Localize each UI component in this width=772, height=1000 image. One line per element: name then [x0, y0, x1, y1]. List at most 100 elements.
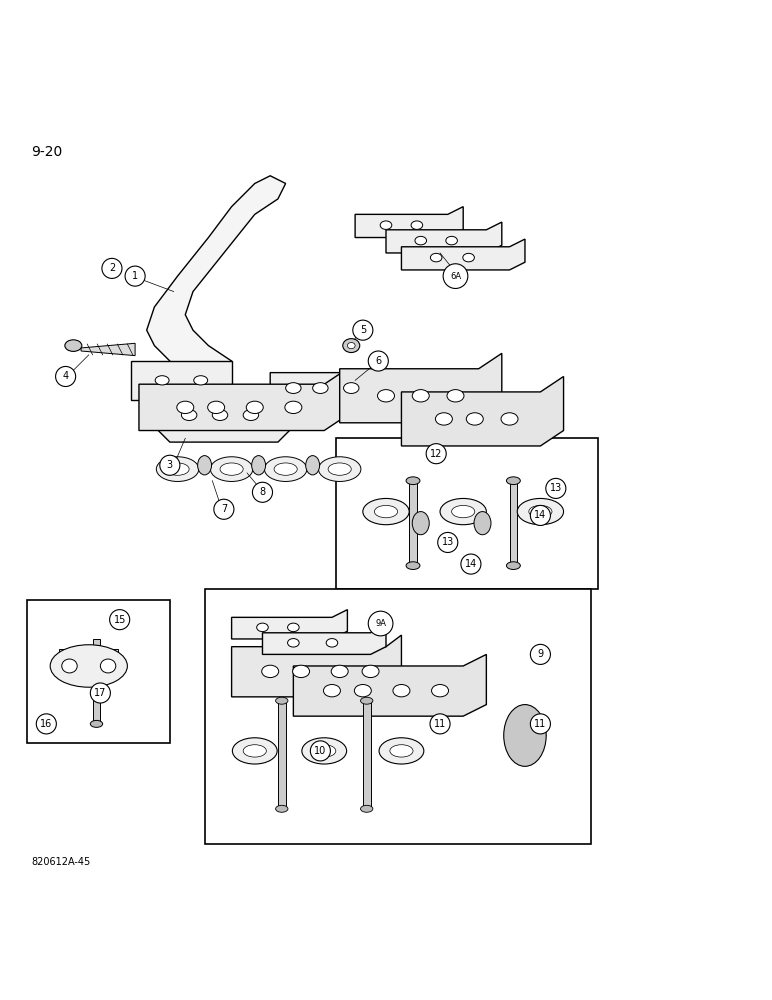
Polygon shape	[510, 481, 517, 566]
Ellipse shape	[506, 562, 520, 569]
Circle shape	[443, 264, 468, 288]
Ellipse shape	[276, 697, 288, 704]
Ellipse shape	[344, 383, 359, 393]
Polygon shape	[139, 369, 347, 431]
Ellipse shape	[379, 738, 424, 764]
Ellipse shape	[331, 665, 348, 678]
Polygon shape	[401, 239, 525, 270]
Circle shape	[214, 499, 234, 519]
Polygon shape	[81, 343, 135, 356]
Ellipse shape	[243, 410, 259, 420]
Circle shape	[546, 478, 566, 498]
Text: 12: 12	[430, 449, 442, 459]
Ellipse shape	[435, 413, 452, 425]
Polygon shape	[270, 373, 401, 415]
Text: 6: 6	[375, 356, 381, 366]
Ellipse shape	[293, 665, 310, 678]
Ellipse shape	[343, 339, 360, 353]
Ellipse shape	[445, 236, 457, 245]
Text: 17: 17	[94, 688, 107, 698]
Text: 1: 1	[132, 271, 138, 281]
Circle shape	[530, 714, 550, 734]
Ellipse shape	[210, 457, 252, 481]
Ellipse shape	[50, 645, 127, 687]
Polygon shape	[232, 635, 401, 697]
Ellipse shape	[432, 685, 449, 697]
Ellipse shape	[503, 705, 546, 766]
Circle shape	[461, 554, 481, 574]
Text: 15: 15	[113, 615, 126, 625]
Ellipse shape	[328, 463, 351, 475]
Ellipse shape	[181, 410, 197, 420]
Ellipse shape	[452, 505, 475, 518]
Text: 14: 14	[465, 559, 477, 569]
Ellipse shape	[501, 413, 518, 425]
Ellipse shape	[462, 253, 474, 262]
Ellipse shape	[390, 745, 413, 757]
Ellipse shape	[447, 390, 464, 402]
Polygon shape	[59, 649, 118, 660]
Ellipse shape	[412, 390, 429, 402]
Ellipse shape	[252, 456, 266, 475]
Ellipse shape	[474, 512, 491, 535]
Polygon shape	[363, 701, 371, 809]
Ellipse shape	[285, 401, 302, 414]
Text: 11: 11	[434, 719, 446, 729]
Ellipse shape	[326, 639, 337, 647]
Circle shape	[530, 644, 550, 664]
Circle shape	[160, 455, 180, 475]
Ellipse shape	[374, 505, 398, 518]
Ellipse shape	[65, 340, 82, 351]
Ellipse shape	[302, 738, 347, 764]
Polygon shape	[232, 610, 347, 639]
Ellipse shape	[306, 456, 320, 475]
Circle shape	[368, 351, 388, 371]
Text: 5: 5	[360, 325, 366, 335]
FancyBboxPatch shape	[27, 600, 170, 743]
Ellipse shape	[156, 457, 198, 481]
Ellipse shape	[90, 720, 103, 727]
Circle shape	[36, 714, 56, 734]
Ellipse shape	[274, 463, 297, 475]
Text: 14: 14	[534, 510, 547, 520]
Ellipse shape	[440, 498, 486, 525]
Ellipse shape	[347, 343, 355, 349]
Ellipse shape	[208, 401, 225, 414]
Text: 8: 8	[259, 487, 266, 497]
Circle shape	[353, 320, 373, 340]
Polygon shape	[93, 639, 100, 724]
FancyBboxPatch shape	[336, 438, 598, 589]
Ellipse shape	[155, 376, 169, 385]
Ellipse shape	[363, 498, 409, 525]
Ellipse shape	[62, 659, 77, 673]
Ellipse shape	[406, 562, 420, 569]
Circle shape	[102, 258, 122, 278]
Ellipse shape	[100, 659, 116, 673]
Ellipse shape	[466, 413, 483, 425]
Text: 10: 10	[314, 746, 327, 756]
Ellipse shape	[264, 457, 306, 481]
Text: 7: 7	[221, 504, 227, 514]
Ellipse shape	[212, 410, 228, 420]
Ellipse shape	[246, 401, 263, 414]
Polygon shape	[262, 625, 386, 654]
Ellipse shape	[323, 685, 340, 697]
Circle shape	[430, 714, 450, 734]
Text: 6A: 6A	[450, 272, 461, 281]
Ellipse shape	[517, 498, 564, 525]
Circle shape	[310, 741, 330, 761]
Text: 16: 16	[40, 719, 52, 729]
Circle shape	[438, 532, 458, 552]
Ellipse shape	[412, 512, 429, 535]
Text: 2: 2	[109, 263, 115, 273]
Ellipse shape	[198, 456, 212, 475]
Circle shape	[110, 610, 130, 630]
Circle shape	[252, 482, 273, 502]
Ellipse shape	[287, 639, 300, 647]
Polygon shape	[293, 654, 486, 716]
Ellipse shape	[362, 665, 379, 678]
Ellipse shape	[262, 665, 279, 678]
Ellipse shape	[430, 253, 442, 262]
Polygon shape	[386, 222, 502, 253]
Text: 13: 13	[550, 483, 562, 493]
